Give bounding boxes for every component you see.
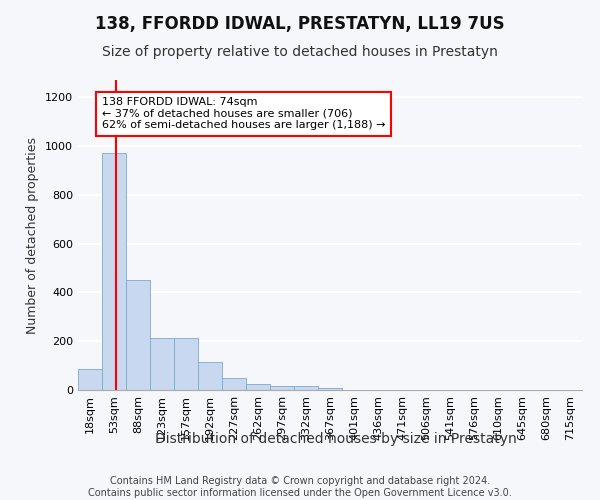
Text: 138, FFORDD IDWAL, PRESTATYN, LL19 7US: 138, FFORDD IDWAL, PRESTATYN, LL19 7US bbox=[95, 15, 505, 33]
Bar bbox=[150, 338, 174, 390]
Bar bbox=[294, 386, 318, 390]
Bar bbox=[78, 370, 102, 390]
Y-axis label: Number of detached properties: Number of detached properties bbox=[26, 136, 40, 334]
Bar bbox=[222, 378, 246, 390]
Bar bbox=[318, 388, 342, 390]
Text: Size of property relative to detached houses in Prestatyn: Size of property relative to detached ho… bbox=[102, 45, 498, 59]
Bar bbox=[102, 153, 126, 390]
Text: Distribution of detached houses by size in Prestatyn: Distribution of detached houses by size … bbox=[155, 432, 517, 446]
Bar bbox=[246, 384, 270, 390]
Bar bbox=[126, 280, 150, 390]
Text: Contains HM Land Registry data © Crown copyright and database right 2024.
Contai: Contains HM Land Registry data © Crown c… bbox=[88, 476, 512, 498]
Bar bbox=[198, 362, 222, 390]
Text: 138 FFORDD IDWAL: 74sqm
← 37% of detached houses are smaller (706)
62% of semi-d: 138 FFORDD IDWAL: 74sqm ← 37% of detache… bbox=[102, 97, 386, 130]
Bar bbox=[174, 338, 198, 390]
Bar bbox=[270, 386, 294, 390]
